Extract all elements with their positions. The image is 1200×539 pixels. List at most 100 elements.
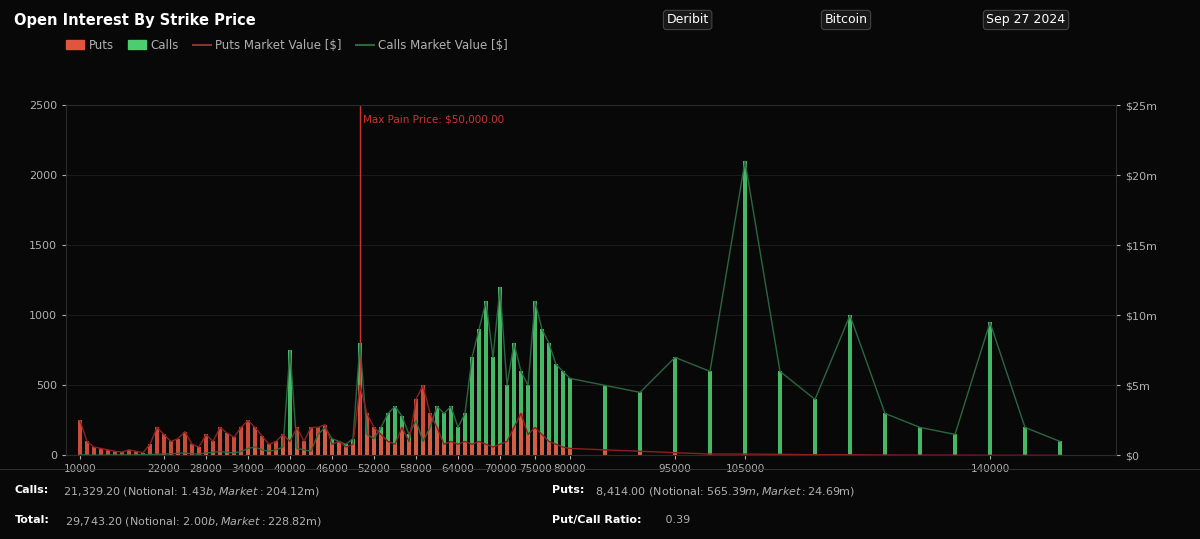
Text: Total:: Total: [14,515,49,525]
Bar [708,454,713,455]
Text: Max Pain Price: $50,000.00: Max Pain Price: $50,000.00 [362,115,504,125]
Bar [78,420,83,455]
Bar [504,385,510,455]
Bar [330,439,335,455]
Bar [162,454,167,455]
Bar [553,444,558,455]
Bar [224,433,229,455]
Bar [350,444,355,455]
Bar [568,448,572,455]
Bar [546,343,552,455]
Bar [427,413,432,455]
Bar [540,329,545,455]
Bar [336,441,342,455]
Bar [568,378,572,455]
Bar [378,427,384,455]
Bar [372,439,377,455]
Bar [449,406,454,455]
Bar [420,385,426,455]
Bar [672,357,678,455]
Bar [259,450,264,455]
Bar [518,413,523,455]
Bar [778,371,782,455]
Bar [133,451,138,455]
Bar [672,453,678,455]
Bar [343,447,348,455]
Bar [155,427,160,455]
Bar [526,434,530,455]
Bar [414,420,419,455]
Text: 29,743.20 (Notional: $2.00b, Market: $228.82m): 29,743.20 (Notional: $2.00b, Market: $22… [62,515,322,528]
Bar [281,434,286,455]
Bar [126,450,132,455]
Bar [113,451,118,455]
Bar [224,452,229,455]
Bar [98,448,103,455]
Bar [91,447,96,455]
Bar [533,427,538,455]
Bar [407,434,412,455]
Bar [462,441,468,455]
Bar [358,343,362,455]
Bar [882,413,888,455]
Text: Sep 27 2024: Sep 27 2024 [986,13,1066,26]
Bar [385,413,390,455]
Bar [239,427,244,455]
Bar [197,447,202,455]
Bar [266,444,271,455]
Bar [84,441,90,455]
Bar [316,434,320,455]
Bar [288,350,293,455]
Bar [420,441,426,455]
Bar [168,441,174,455]
Bar [259,436,264,455]
Bar [743,161,748,455]
Bar [498,444,503,455]
Bar [778,454,782,455]
Bar [540,434,545,455]
Bar [560,371,565,455]
Text: Deribit: Deribit [666,13,709,26]
Bar [511,343,516,455]
Bar [204,434,209,455]
Bar [266,451,271,455]
Bar [491,357,496,455]
Bar [316,427,320,455]
Bar [847,315,852,455]
Bar [274,450,278,455]
Bar [434,427,439,455]
Bar [553,364,558,455]
Text: Put/Call Ratio:: Put/Call Ratio: [552,515,642,525]
Bar [560,447,565,455]
Bar [350,439,355,455]
Bar [400,427,404,455]
Bar [469,357,474,455]
Bar [491,447,496,455]
Bar [743,454,748,455]
Bar [217,427,222,455]
Bar [637,451,642,455]
Bar [232,437,236,455]
Bar [400,416,404,455]
Text: 0.39: 0.39 [662,515,691,525]
Bar [106,450,110,455]
Text: Puts:: Puts: [552,485,584,495]
Bar [414,399,419,455]
Bar [953,434,958,455]
Bar [217,451,222,455]
Bar [246,420,251,455]
Bar [210,441,216,455]
Bar [637,392,642,455]
Bar [175,439,180,455]
Bar [392,444,397,455]
Bar [378,434,384,455]
Bar [155,454,160,455]
Bar [498,287,503,455]
Text: Bitcoin: Bitcoin [824,13,868,26]
Bar [301,450,306,455]
Bar [308,451,313,455]
Bar [511,427,516,455]
Bar [812,399,817,455]
Bar [168,453,174,455]
Bar [294,448,300,455]
